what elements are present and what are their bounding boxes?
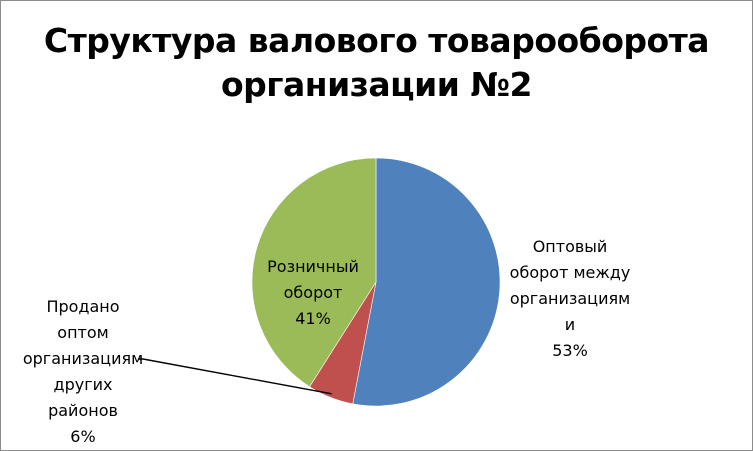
pie-slices [251,157,501,407]
chart-title: Структура валового товарооборота организ… [1,19,752,107]
slice-labels: Оптовый оборот между организациям и 53% Прода… [23,237,630,446]
slice-label-2-line: других [54,375,113,394]
slice-label-3-line: 41% [295,309,331,328]
slice-label-1-line: организациям [510,289,630,308]
slice-label-2: Продано оптом организациям других районов 6% [23,297,143,446]
slice-label-1-line: и [565,315,575,334]
leader-line-slice-2 [138,358,332,395]
slice-label-2-line: организациям [23,349,143,368]
slice-label-3-line: оборот [284,283,343,302]
pie-slice-3 [251,157,377,388]
slice-label-2-line: 6% [70,427,95,446]
slice-label-2-line: оптом [57,323,108,342]
slice-label-1-line: оборот между [510,263,631,282]
slice-label-1-line: 53% [552,341,588,360]
slice-label-2-line: Продано [46,297,119,316]
slice-label-3-line: Розничный [267,257,359,276]
chart-title-line-1: Структура валового товарооборота [43,21,710,60]
leader-lines [138,358,332,395]
slice-label-2-line: районов [48,401,118,420]
slice-label-3: Розничный оборот 41% [267,257,359,328]
chart-title-line-2: организации №2 [220,65,533,104]
slice-label-1: Оптовый оборот между организациям и 53% [510,237,631,360]
pie-slice-1 [352,157,501,407]
slice-label-1-line: Оптовый [533,237,608,256]
